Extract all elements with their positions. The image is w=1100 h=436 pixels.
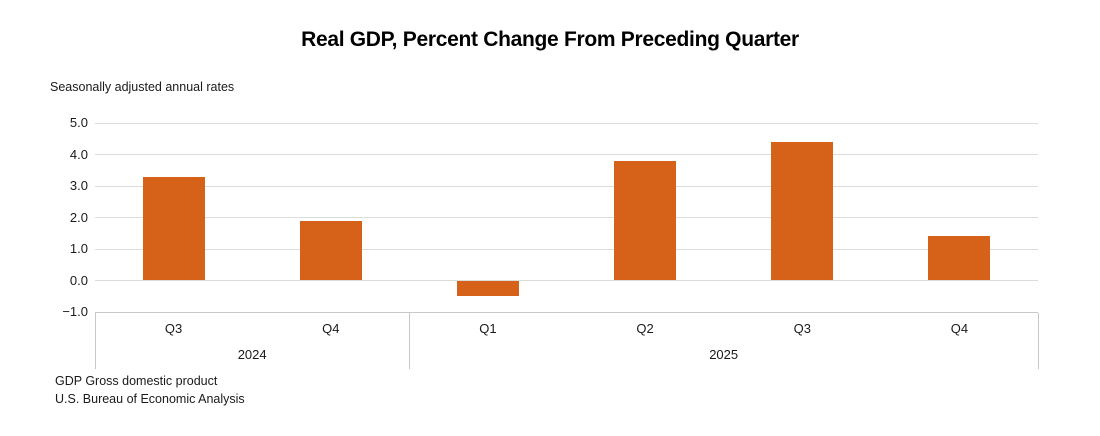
chart-title: Real GDP, Percent Change From Preceding … (301, 28, 799, 51)
chart-subtitle: Seasonally adjusted annual rates (50, 80, 235, 94)
x-tick-label-year: 2024 (237, 347, 267, 362)
x-axis-divider (1037, 313, 1039, 369)
y-tick-label: 0.0 (69, 272, 88, 288)
y-tick-label: −1.0 (62, 304, 88, 319)
x-tick-label-quarter: Q3 (793, 321, 811, 336)
bar-Q1-2 (456, 280, 519, 297)
x-tick-label-quarter: Q4 (322, 321, 340, 336)
bar-Q3-0 (142, 176, 205, 281)
x-tick-label-quarter: Q3 (164, 321, 183, 336)
y-tick-label: 3.0 (69, 178, 88, 193)
y-tick-label: 1.0 (69, 241, 88, 256)
x-tick-label-quarter: Q2 (636, 321, 654, 336)
x-tick-label-quarter: Q1 (479, 321, 497, 336)
x-axis-divider (94, 313, 96, 369)
y-tick-label: 2.0 (69, 209, 88, 225)
bar-Q4-5 (928, 236, 991, 281)
gridline-y-0.0 (95, 280, 1038, 281)
gridline-y-2.0 (95, 217, 1038, 218)
gridline-y-4.0 (95, 154, 1038, 155)
footnote-source-agency: U.S. Bureau of Economic Analysis (55, 392, 245, 406)
plot-area (95, 122, 1038, 313)
chart-footnotes: GDP Gross domestic product U.S. Bureau o… (55, 372, 245, 408)
bar-Q2-3 (614, 160, 677, 281)
gridline-y-3.0 (95, 185, 1038, 187)
x-axis-divider (408, 313, 410, 369)
bar-Q3-4 (771, 141, 834, 281)
footnote-gdp-definition: GDP Gross domestic product (55, 374, 218, 388)
y-tick-label: 5.0 (69, 115, 88, 130)
x-tick-label-quarter: Q4 (950, 321, 969, 336)
x-axis: Q3 Q4 Q1 Q2 Q3 Q4 2024 2025 (94, 312, 1039, 369)
bar-Q4-1 (299, 220, 362, 281)
gridline-y-5.0 (95, 122, 1038, 124)
x-tick-label-year: 2025 (709, 347, 739, 362)
gridline-y-1.0 (95, 248, 1038, 250)
y-tick-label: 4.0 (69, 146, 88, 162)
